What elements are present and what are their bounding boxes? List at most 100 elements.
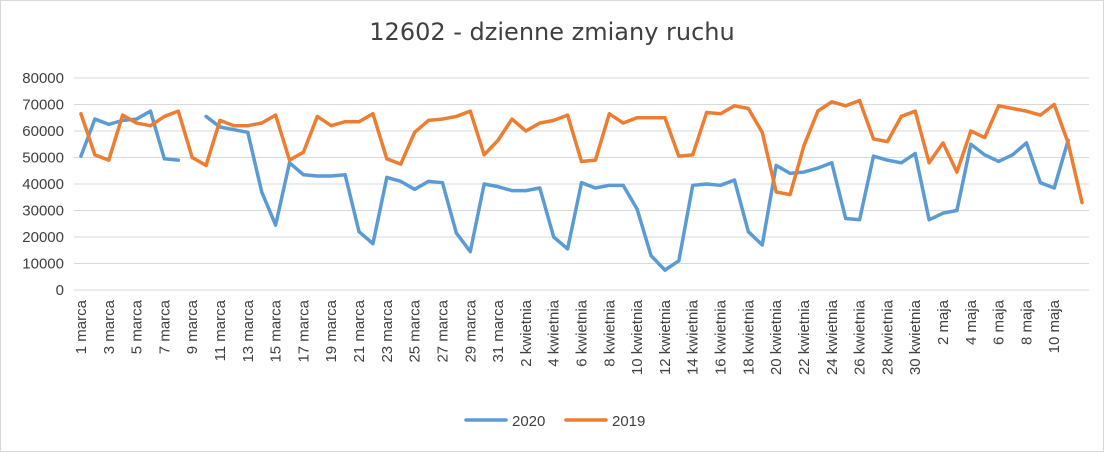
data-point [621, 121, 625, 125]
data-point [1038, 181, 1042, 185]
data-point [983, 153, 987, 157]
data-point [440, 181, 445, 185]
data-point [830, 100, 834, 104]
y-tick-label: 50000 [22, 150, 64, 167]
data-point [93, 153, 97, 157]
data-point [997, 104, 1001, 108]
data-point [913, 109, 917, 113]
data-point [176, 158, 180, 162]
data-point [274, 223, 278, 227]
data-point [885, 140, 889, 144]
x-axis-tick-labels: 1 marca 3 marca 5 marca 7 marca 9 marca 11 ma… [73, 299, 1063, 375]
legend-label: 2020 [512, 413, 545, 430]
data-point [468, 109, 472, 113]
x-tick-label: 20 kwietnia [768, 299, 785, 375]
x-tick-label: 4 kwietnia [546, 299, 563, 366]
data-point [107, 158, 111, 162]
data-point [329, 124, 333, 128]
data-point [718, 183, 723, 187]
x-tick-label: 1 marca [73, 299, 90, 354]
data-point [746, 106, 750, 111]
data-point [440, 117, 445, 121]
x-tick-label: 12 kwietnia [657, 299, 674, 375]
y-tick-label: 40000 [22, 176, 64, 193]
data-point [287, 161, 292, 165]
data-point [107, 122, 111, 126]
data-point [1010, 106, 1015, 111]
data-point [857, 218, 862, 222]
y-tick-label: 30000 [22, 203, 64, 220]
data-point [538, 121, 542, 125]
data-point [677, 154, 681, 158]
data-point [705, 182, 709, 186]
data-point [774, 190, 778, 194]
data-point [301, 173, 306, 177]
data-point [246, 130, 250, 134]
x-tick-label: 14 kwietnia [685, 299, 702, 375]
data-point [552, 235, 556, 239]
x-tick-label: 3 marca [101, 299, 118, 354]
data-point [816, 109, 820, 113]
x-tick-label: 24 kwietnia [824, 299, 841, 375]
series-2019 [79, 98, 1084, 205]
data-point [134, 117, 139, 121]
data-point [260, 190, 264, 194]
data-point [482, 182, 486, 186]
data-point [260, 121, 264, 125]
data-point [385, 157, 389, 161]
data-point [593, 186, 598, 190]
x-tick-label: 8 maja [1018, 299, 1035, 345]
x-tick-label: 31 marca [490, 299, 507, 362]
data-point [79, 112, 83, 116]
data-point [871, 137, 876, 141]
data-point [301, 150, 306, 154]
data-point [468, 249, 472, 254]
y-tick-label: 60000 [22, 123, 64, 140]
data-point [844, 216, 848, 221]
data-point [371, 242, 375, 246]
data-point [413, 187, 417, 191]
x-tick-label: 26 kwietnia [852, 299, 869, 375]
data-point [232, 124, 236, 128]
x-tick-label: 5 marca [129, 299, 146, 354]
data-point [1066, 141, 1070, 145]
y-tick-label: 80000 [22, 70, 64, 87]
data-point [1080, 200, 1084, 205]
chart-title: 12602 - dzienne zmiany ruchu [369, 18, 735, 46]
y-tick-label: 0 [56, 282, 64, 299]
x-tick-label: 18 kwietnia [740, 299, 757, 375]
data-point [1052, 102, 1056, 107]
data-point [454, 114, 458, 119]
data-point [399, 162, 403, 166]
data-point [148, 124, 153, 128]
data-point [1024, 109, 1029, 113]
data-point [274, 113, 278, 117]
x-tick-label: 16 kwietnia [713, 299, 730, 375]
data-point [426, 118, 431, 122]
data-point [357, 230, 361, 234]
data-point [343, 120, 347, 124]
data-point [343, 173, 347, 177]
x-tick-label: 11 marca [212, 299, 229, 361]
data-point [413, 130, 417, 134]
data-point [121, 113, 125, 117]
data-point [830, 161, 834, 165]
x-tick-label: 2 maja [935, 299, 952, 345]
data-point [385, 175, 389, 179]
data-point [983, 136, 987, 140]
data-point [635, 207, 639, 211]
data-point [885, 158, 889, 162]
data-point [760, 130, 764, 134]
x-tick-label: 29 marca [462, 299, 479, 362]
data-point [760, 243, 764, 247]
data-point [941, 141, 945, 145]
x-tick-label: 15 marca [268, 299, 285, 362]
data-point [816, 166, 820, 170]
data-point [691, 183, 695, 187]
data-point [732, 178, 737, 182]
data-point [649, 253, 653, 258]
y-tick-label: 10000 [22, 256, 64, 273]
data-point [329, 174, 333, 178]
y-tick-label: 20000 [22, 229, 64, 246]
legend-item-2019: 2019 [564, 413, 645, 430]
